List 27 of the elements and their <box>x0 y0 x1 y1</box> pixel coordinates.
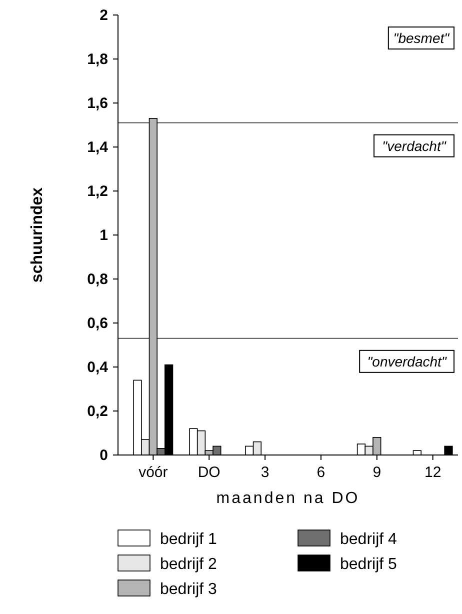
ref-line-label: "verdacht" <box>382 138 447 154</box>
ref-line-label: "onverdacht" <box>367 353 448 370</box>
x-tick-label: 9 <box>372 464 382 481</box>
y-axis-title: schuurindex <box>29 187 46 283</box>
y-tick-label: 0,4 <box>87 359 109 376</box>
annotation: "besmet" <box>393 30 450 46</box>
y-tick-label: 1,8 <box>87 51 108 68</box>
legend-label: bedrijf 4 <box>340 531 398 548</box>
y-tick-label: 2 <box>100 7 108 24</box>
x-axis-title: maanden na DO <box>216 490 360 507</box>
legend-label: bedrijf 2 <box>160 556 218 573</box>
y-tick-label: 0,8 <box>87 271 108 288</box>
x-tick-label: 6 <box>316 464 326 481</box>
y-tick-label: 1,4 <box>87 139 109 156</box>
x-tick-label: DO <box>198 464 220 481</box>
x-tick-label: vóór <box>138 464 168 481</box>
x-tick-label: 3 <box>260 464 270 481</box>
y-tick-label: 0,6 <box>87 315 108 332</box>
y-tick-label: 0 <box>100 447 108 464</box>
y-tick-label: 1,6 <box>87 95 108 112</box>
y-tick-label: 1 <box>100 227 108 244</box>
y-tick-label: 0,2 <box>87 403 108 420</box>
y-tick-label: 1,2 <box>87 183 108 200</box>
legend-label: bedrijf 3 <box>160 581 218 598</box>
legend-label: bedrijf 5 <box>340 556 398 573</box>
x-tick-label: 12 <box>424 464 442 481</box>
legend-label: bedrijf 1 <box>160 531 218 548</box>
